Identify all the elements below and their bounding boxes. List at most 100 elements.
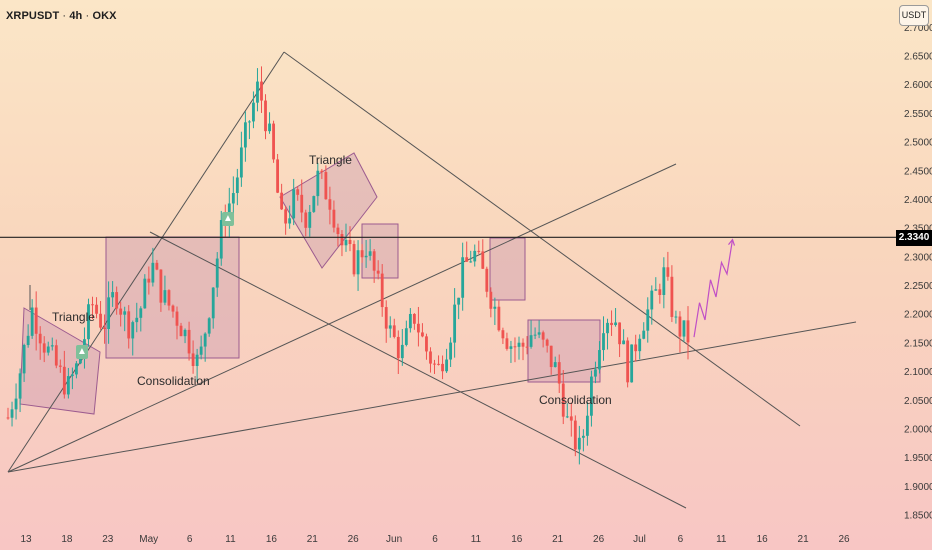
candle-body	[662, 267, 666, 295]
candle-body	[340, 234, 344, 246]
annotation-triangle-left[interactable]: Triangle	[52, 310, 95, 324]
x-tick-label: 13	[20, 534, 32, 545]
candle-body	[87, 304, 90, 340]
consolidation-zone	[527, 319, 601, 383]
y-tick-label: 1.8500	[904, 511, 932, 522]
candle-body	[151, 262, 155, 283]
symbol-header[interactable]: XRPUSDT · 4h · OKX	[6, 10, 117, 22]
trendline	[283, 51, 801, 427]
candle-body	[135, 317, 139, 323]
y-tick-label: 2.2000	[904, 310, 932, 321]
candle-body	[46, 346, 50, 353]
candle-body	[199, 346, 203, 355]
y-tick-label: 2.6000	[904, 80, 932, 91]
candle-body	[549, 345, 553, 368]
candle-body	[517, 342, 521, 347]
candle-body	[642, 330, 646, 339]
candle-body	[252, 102, 255, 122]
annotation-consolidation-left[interactable]: Consolidation	[137, 374, 210, 388]
candle-body	[38, 333, 42, 344]
x-tick-label: 16	[266, 534, 278, 545]
candle-body	[272, 123, 275, 160]
candle-body	[320, 170, 324, 173]
projection-path	[693, 238, 736, 338]
candle-body	[360, 250, 364, 258]
x-tick-label: 21	[552, 534, 564, 545]
candle-body	[376, 270, 380, 274]
candle-body	[203, 333, 207, 347]
time-axis: 13 18 23 May 6 11 16 21 26 Jun 6 11 16 21 26 Jul 6 11 16 21…	[20, 534, 850, 545]
candle-body	[75, 363, 78, 375]
x-tick-label: 11	[471, 534, 482, 545]
candle-body	[260, 81, 263, 101]
candle-body	[219, 220, 223, 259]
x-tick-label: 26	[593, 534, 605, 545]
candle-body	[288, 218, 292, 224]
candle-body	[171, 305, 175, 312]
candle-body	[292, 189, 296, 219]
candle-body	[111, 292, 115, 298]
candle-body	[686, 320, 690, 343]
candle-body	[441, 363, 444, 372]
projection-arrowhead	[728, 238, 736, 246]
x-tick-label: 11	[225, 534, 236, 545]
candle-body	[437, 363, 440, 365]
candle-body	[565, 416, 569, 418]
candle-body	[505, 338, 509, 349]
candle-body	[34, 307, 38, 334]
candle-body	[239, 147, 243, 178]
currency-selector-button[interactable]: USDT	[899, 5, 929, 26]
candle-body	[54, 345, 58, 366]
timeframe-label[interactable]: 4h	[69, 10, 83, 22]
candle-body	[557, 362, 561, 384]
candle-body	[119, 308, 123, 315]
candle-body	[131, 322, 135, 339]
candle-body	[654, 289, 658, 291]
x-tick-label: 21	[798, 534, 810, 545]
candle-body	[553, 362, 557, 368]
candle-body	[143, 278, 147, 309]
annotation-triangle-mid[interactable]: Triangle	[309, 153, 352, 167]
candle-body	[115, 292, 119, 309]
candle-body	[461, 257, 465, 298]
candle-body	[614, 322, 617, 326]
x-tick-label: 26	[838, 534, 850, 545]
y-tick-label: 2.2500	[904, 281, 932, 292]
candle-body	[372, 251, 376, 271]
candle-body	[62, 366, 66, 395]
candle-body	[380, 273, 384, 308]
trendline	[149, 231, 687, 509]
projection-line	[693, 239, 734, 338]
candle-body	[50, 345, 54, 347]
candle-body	[493, 306, 497, 309]
y-tick-label: 2.5500	[904, 109, 932, 120]
candle-body	[22, 345, 26, 374]
pattern-zones	[19, 152, 601, 415]
candle-body	[332, 209, 336, 228]
up-arrow-icon[interactable]: ▲	[222, 212, 234, 226]
candle-body	[658, 289, 662, 295]
candle-body	[577, 437, 581, 450]
up-arrow-icon[interactable]: ▲	[76, 345, 88, 359]
y-tick-label: 2.6500	[904, 52, 932, 63]
candle-body	[384, 307, 388, 329]
candle-body	[606, 322, 609, 334]
y-tick-label: 1.9500	[904, 453, 932, 464]
price-axis: 1.8500 1.9000 1.9500 2.0000 2.0500 2.1000 2.15…	[904, 23, 932, 522]
candle-body	[521, 342, 525, 347]
trendlines	[7, 51, 857, 509]
candle-body	[585, 415, 589, 436]
candle-body	[489, 291, 493, 309]
candle-body	[14, 398, 18, 410]
candle-body	[312, 196, 316, 212]
candle-body	[396, 336, 400, 359]
candle-body	[630, 344, 634, 383]
y-tick-label: 2.7000	[904, 23, 932, 34]
candle-body	[159, 269, 163, 303]
candle-body	[541, 332, 545, 340]
annotation-consolidation-right[interactable]: Consolidation	[539, 393, 612, 407]
y-tick-label: 2.3500	[904, 224, 932, 235]
candle-body	[356, 250, 360, 275]
